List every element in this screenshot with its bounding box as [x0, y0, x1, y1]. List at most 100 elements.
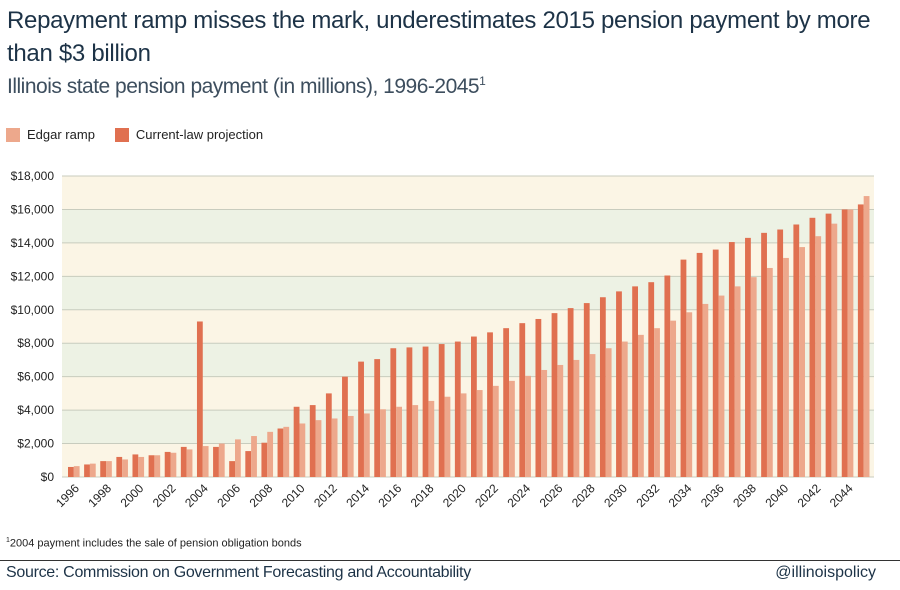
bar-current-2018	[422, 346, 429, 477]
x-tick-label: 2036	[698, 481, 727, 510]
bar-current-2016	[390, 348, 397, 477]
bar-current-2030	[616, 291, 622, 477]
bar-edgar-2019	[444, 396, 451, 477]
bar-current-2012	[325, 393, 332, 477]
bar-current-2035	[696, 252, 703, 477]
bar-current-2029	[599, 297, 606, 477]
bar-current-2005	[213, 446, 219, 477]
legend-item-edgar: Edgar ramp	[6, 127, 95, 142]
bar-edgar-2041	[799, 247, 805, 477]
plot-band	[62, 176, 874, 210]
x-tick-label: 1996	[53, 481, 82, 510]
bar-edgar-1996	[73, 466, 80, 477]
bar-edgar-2036	[718, 295, 725, 477]
bar-current-2011	[309, 405, 316, 477]
bar-edgar-2026	[557, 364, 564, 477]
x-tick-label: 2020	[440, 481, 469, 510]
x-tick-label: 2014	[343, 481, 372, 510]
bar-edgar-2024	[525, 375, 531, 477]
x-tick-label: 2018	[408, 481, 437, 510]
bar-current-2033	[664, 275, 671, 477]
legend-item-current: Current-law projection	[114, 127, 264, 142]
x-tick-label: 2016	[376, 481, 405, 510]
bar-edgar-2023	[509, 380, 515, 477]
footnote-mark: 1	[6, 537, 10, 544]
x-tick-label: 2042	[795, 481, 824, 510]
bar-current-2040	[777, 229, 784, 477]
bar-current-2044	[841, 209, 848, 477]
bar-edgar-2022	[492, 385, 499, 477]
bar-edgar-2016	[396, 406, 402, 477]
bar-edgar-2010	[299, 423, 306, 477]
bar-edgar-2033	[670, 320, 677, 477]
bar-current-2027	[567, 308, 574, 477]
plot-band	[62, 242, 874, 277]
bar-current-2003	[180, 446, 187, 477]
bar-current-2010	[293, 406, 300, 477]
x-tick-label: 2032	[633, 481, 662, 510]
bar-edgar-2008	[267, 431, 274, 477]
x-tick-label: 2038	[730, 481, 759, 510]
bar-edgar-2020	[460, 393, 467, 477]
bar-current-2000	[132, 454, 139, 477]
x-tick-label: 2004	[182, 481, 211, 510]
bar-edgar-2027	[573, 359, 580, 477]
x-tick-label: 2022	[472, 481, 501, 510]
bar-edgar-2032	[654, 328, 660, 477]
bar-edgar-2011	[315, 420, 322, 477]
bar-current-1996	[68, 466, 74, 477]
x-tick-label: 2006	[214, 481, 243, 510]
x-tick-label: 2010	[279, 481, 308, 510]
bar-edgar-2002	[170, 452, 177, 477]
chart-title: Repayment ramp misses the mark, underest…	[7, 7, 871, 67]
social-handle[interactable]: @illinoispolicy	[775, 564, 876, 581]
y-tick-label: $16,000	[11, 202, 55, 216]
y-tick-label: $2,000	[17, 437, 54, 451]
legend-label-edgar: Edgar ramp	[27, 127, 95, 142]
bar-current-2015	[374, 359, 381, 477]
bar-edgar-1999	[122, 459, 128, 477]
bar-edgar-2035	[702, 303, 709, 477]
x-tick-label: 2024	[504, 481, 533, 510]
bar-current-2037	[728, 242, 735, 477]
bar-current-2007	[245, 451, 252, 477]
bar-current-2008	[261, 442, 268, 477]
y-tick-label: $6,000	[17, 370, 54, 384]
chart-subtitle: Illinois state pension payment (in milli…	[7, 74, 486, 99]
y-tick-label: $18,000	[11, 169, 55, 183]
bar-current-2009	[277, 428, 284, 477]
bar-current-2025	[535, 318, 542, 477]
x-tick-label: 2034	[666, 481, 695, 510]
x-tick-label: 2008	[247, 481, 276, 510]
bar-edgar-2018	[428, 400, 435, 477]
bar-current-2042	[809, 217, 816, 478]
y-tick-label: $10,000	[11, 303, 55, 317]
legend: Edgar ramp Current-law projection	[6, 127, 283, 142]
bar-edgar-2029	[605, 348, 612, 477]
bar-edgar-2000	[138, 456, 145, 477]
subtitle-footnote-mark: 1	[479, 74, 486, 88]
bar-edgar-2037	[734, 286, 741, 477]
bar-current-2024	[519, 323, 526, 477]
bar-current-2031	[632, 286, 638, 477]
bar-edgar-2031	[638, 334, 644, 477]
bar-edgar-1998	[106, 461, 112, 477]
bar-edgar-2043	[831, 223, 838, 477]
bar-current-2034	[680, 259, 687, 477]
bar-edgar-2044	[847, 209, 854, 477]
bar-current-2006	[229, 461, 235, 477]
bar-edgar-2040	[783, 257, 789, 477]
legend-label-current: Current-law projection	[135, 127, 264, 142]
bar-edgar-2021	[476, 390, 483, 477]
y-tick-label: $0	[41, 470, 55, 484]
bar-edgar-1997	[89, 463, 96, 477]
bar-edgar-2017	[412, 405, 419, 477]
bar-edgar-2001	[154, 455, 161, 477]
bar-current-2021	[471, 336, 477, 477]
bar-current-2045	[857, 204, 864, 477]
bar-edgar-2004	[202, 446, 209, 477]
bar-current-2032	[648, 282, 655, 477]
footnote-text: 2004 payment includes the sale of pensio…	[9, 537, 302, 550]
legend-swatch-current	[114, 127, 129, 142]
bar-current-2039	[761, 232, 767, 477]
